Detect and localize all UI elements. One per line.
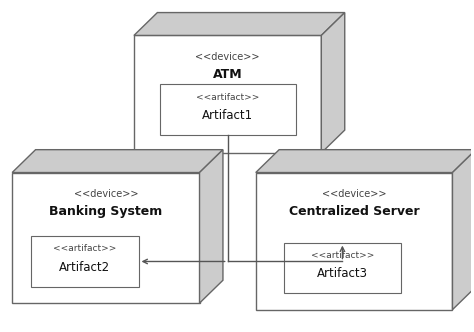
Text: Banking System: Banking System: [49, 205, 163, 218]
Polygon shape: [134, 36, 321, 153]
Text: <<device>>: <<device>>: [322, 189, 386, 199]
Polygon shape: [12, 173, 200, 303]
Text: Artifact1: Artifact1: [202, 109, 253, 122]
Text: <<device>>: <<device>>: [195, 52, 260, 62]
Text: <<artifact>>: <<artifact>>: [196, 93, 259, 102]
Polygon shape: [12, 150, 223, 173]
Polygon shape: [160, 84, 296, 135]
Polygon shape: [256, 173, 453, 310]
Text: Artifact3: Artifact3: [317, 267, 368, 280]
Polygon shape: [31, 236, 138, 287]
Polygon shape: [321, 13, 345, 153]
Text: <<artifact>>: <<artifact>>: [53, 244, 117, 253]
Polygon shape: [453, 150, 474, 310]
Text: Centralized Server: Centralized Server: [289, 205, 419, 218]
Text: <<artifact>>: <<artifact>>: [311, 251, 374, 260]
Text: ATM: ATM: [213, 68, 242, 81]
Text: Artifact2: Artifact2: [59, 261, 110, 274]
Text: <<device>>: <<device>>: [73, 189, 138, 199]
Polygon shape: [256, 150, 474, 173]
Polygon shape: [200, 150, 223, 303]
Polygon shape: [284, 243, 401, 293]
Polygon shape: [134, 13, 345, 36]
